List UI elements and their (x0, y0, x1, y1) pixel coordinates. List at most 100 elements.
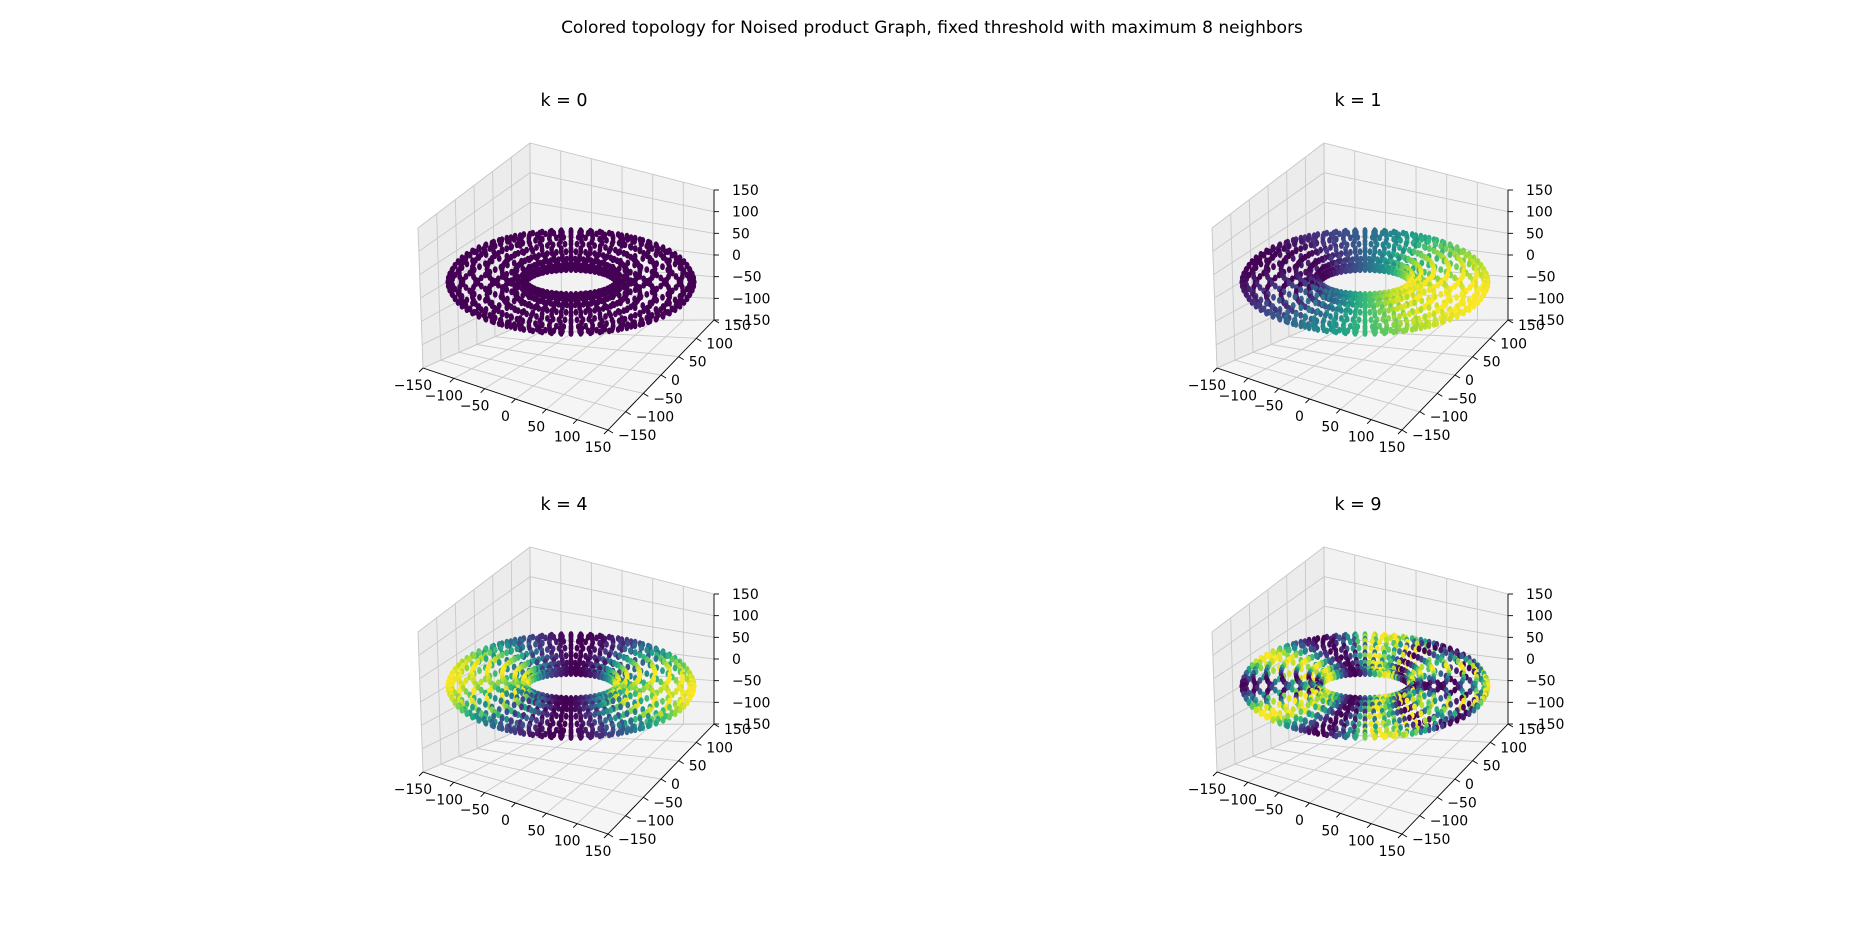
scatter-point (624, 728, 630, 736)
scatter-point (1356, 720, 1362, 728)
scatter-point (1328, 717, 1333, 724)
scatter-point (1447, 719, 1453, 727)
scatter-point (1357, 670, 1363, 678)
scatter-point (632, 245, 638, 253)
scatter-point (604, 724, 609, 732)
scatter-point (1292, 644, 1298, 651)
scatter-point (455, 703, 461, 710)
scatter-point (572, 255, 578, 263)
scatter-point (573, 248, 579, 256)
scatter-point (1322, 302, 1328, 310)
scatter-point (1285, 712, 1291, 720)
y-tick-label: 0 (671, 373, 680, 389)
scatter-point (1454, 667, 1459, 675)
scatter-point (632, 238, 637, 245)
scatter-point (1426, 642, 1431, 649)
scatter-point (508, 323, 514, 330)
scatter-point (554, 267, 559, 274)
scatter-point (1416, 645, 1422, 653)
scatter-point (638, 240, 644, 248)
scatter-point (562, 240, 568, 248)
scatter-point (592, 242, 597, 250)
scatter-point (563, 712, 569, 720)
scatter-point (452, 295, 458, 303)
scatter-point (563, 248, 569, 256)
scatter-point (1333, 732, 1339, 740)
scatter-point (592, 646, 597, 653)
scatter-point (1435, 711, 1441, 719)
scatter-point (519, 248, 525, 256)
scatter-point (578, 670, 584, 678)
x-tick-mark (572, 419, 578, 424)
scatter-point (1327, 724, 1332, 732)
scatter-point (616, 696, 622, 703)
scatter-point (658, 306, 664, 314)
scatter-point (533, 236, 538, 244)
scatter-point (1293, 320, 1299, 328)
panel-title: k = 1 (1334, 91, 1381, 111)
scatter-point (1400, 651, 1406, 659)
x-tick-mark (418, 771, 424, 777)
scatter-point (478, 306, 484, 314)
scatter-point (660, 697, 665, 705)
scatter-point (455, 299, 461, 306)
panel-1: k = 1−150−100−50050100150150100500−50−10… (1188, 91, 1565, 456)
scatter-point (578, 266, 584, 274)
scatter-point (1418, 306, 1424, 314)
scatter-point (533, 640, 538, 648)
scatter-point (615, 326, 621, 333)
scatter-point (1327, 236, 1332, 244)
scatter-point (1367, 248, 1373, 256)
x-tick-mark (1366, 419, 1372, 424)
scatter-point (1391, 328, 1397, 336)
scatter-point (545, 242, 550, 250)
scatter-point (544, 672, 550, 679)
scatter-point (1357, 652, 1363, 660)
scatter-point (504, 708, 510, 716)
scatter-point (498, 293, 504, 301)
scatter-point (524, 714, 529, 722)
x-tick-mark (511, 398, 516, 404)
scatter-point (1422, 647, 1427, 655)
y-tick-label: 50 (1483, 759, 1501, 775)
scatter-point (1404, 293, 1410, 301)
scatter-point (1348, 671, 1353, 678)
scatter-point (672, 306, 678, 314)
scatter-point (585, 633, 591, 641)
scatter-point (660, 263, 665, 271)
scatter-point (1289, 307, 1295, 315)
scatter-point (625, 640, 631, 647)
scatter-point (573, 308, 579, 316)
scatter-point (1466, 710, 1472, 718)
scatter-point (554, 726, 559, 734)
scatter-point (534, 717, 539, 724)
scatter-point (637, 715, 643, 722)
scatter-point (1326, 708, 1332, 715)
scatter-point (592, 711, 598, 718)
scatter-point (470, 309, 475, 317)
scatter-point (1435, 281, 1441, 289)
scatter-point (1320, 293, 1326, 301)
scatter-point (498, 644, 504, 651)
z-tick-label: 0 (732, 652, 741, 668)
x-tick-mark (1305, 398, 1310, 404)
scatter-point (496, 706, 502, 713)
y-tick-label: 0 (1465, 373, 1474, 389)
scatter-point (491, 712, 497, 720)
y-tick-mark (660, 374, 667, 379)
scatter-point (1400, 327, 1406, 335)
scatter-point (470, 713, 475, 721)
scatter-point (554, 234, 559, 242)
scatter-point (504, 304, 510, 312)
scatter-point (1281, 649, 1287, 656)
scatter-point (672, 700, 678, 708)
scatter-point (533, 320, 538, 328)
scatter-point (1290, 255, 1296, 262)
scatter-point (619, 324, 625, 332)
scatter-point (504, 311, 510, 319)
scatter-point (1309, 653, 1315, 661)
scatter-point (1318, 310, 1323, 318)
scatter-point (1285, 722, 1291, 730)
scatter-point (551, 633, 557, 641)
scatter-point (603, 717, 608, 724)
